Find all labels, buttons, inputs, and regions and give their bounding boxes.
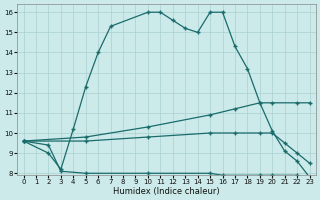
X-axis label: Humidex (Indice chaleur): Humidex (Indice chaleur) xyxy=(113,187,220,196)
